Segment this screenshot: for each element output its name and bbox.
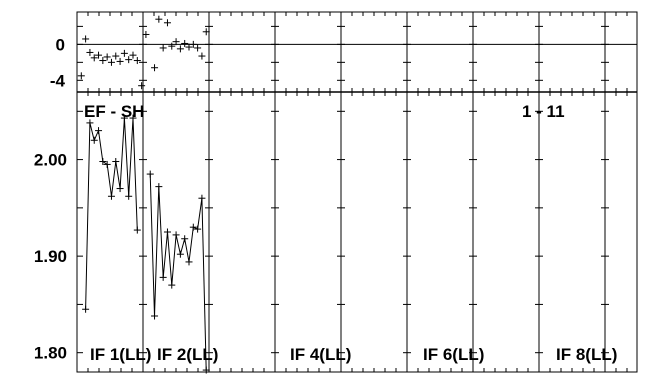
range-label: 1 - 11 — [522, 102, 565, 121]
data-point — [172, 231, 180, 239]
residual-point — [82, 35, 90, 43]
panel-label: IF 2(LL) — [157, 345, 218, 364]
data-points — [77, 15, 210, 374]
residual-point — [99, 57, 107, 65]
residual-point — [189, 40, 197, 48]
y-tick-label: -4 — [50, 71, 66, 90]
data-point — [198, 194, 206, 202]
data-point — [163, 228, 171, 236]
panel-label: IF 6(LL) — [423, 345, 484, 364]
residual-point — [112, 52, 120, 60]
residual-point — [138, 82, 146, 90]
series-line — [149, 174, 207, 371]
y-tick-label: 1.80 — [34, 344, 67, 363]
data-point — [181, 235, 189, 243]
panel-label: IF 1(LL) — [90, 345, 151, 364]
residual-point — [202, 28, 210, 36]
residual-point — [159, 44, 167, 52]
data-point — [194, 225, 202, 233]
residual-point — [133, 57, 141, 65]
data-point — [120, 114, 128, 122]
residual-point — [125, 56, 133, 64]
residual-point — [142, 30, 150, 38]
data-point — [82, 305, 90, 313]
data-point — [185, 258, 193, 266]
data-point — [125, 192, 133, 200]
data-point — [155, 183, 163, 191]
residual-point — [176, 45, 184, 53]
series-line — [85, 118, 138, 310]
residual-point — [155, 15, 163, 23]
y-tick-label: 1.90 — [34, 247, 67, 266]
data-point — [189, 223, 197, 231]
residual-point — [107, 58, 115, 66]
data-point — [133, 226, 141, 234]
data-point — [99, 158, 107, 166]
data-point — [146, 170, 154, 178]
residual-point — [198, 52, 206, 60]
residual-point — [129, 51, 137, 59]
residual-point — [185, 43, 193, 51]
residual-point — [151, 64, 159, 72]
data-point — [86, 119, 94, 127]
data-point — [103, 160, 111, 168]
residual-point — [163, 19, 171, 27]
data-point — [176, 250, 184, 258]
data-point — [107, 192, 115, 200]
residual-point — [120, 49, 128, 57]
data-point — [90, 136, 98, 144]
panel-label: IF 8(LL) — [556, 345, 617, 364]
data-point — [151, 312, 159, 320]
residual-point — [95, 51, 103, 59]
residual-point — [116, 57, 124, 65]
residual-point — [90, 54, 98, 62]
residual-frame — [76, 11, 638, 93]
data-point — [95, 127, 103, 135]
residual-point — [194, 44, 202, 52]
data-series — [85, 118, 207, 371]
chart-labels: EF - SH 1 - 11 0 -4 2.00 1.90 1.80 IF 1(LL) IF… — [34, 35, 617, 364]
data-point — [202, 366, 210, 374]
residual-point — [103, 53, 111, 61]
axis-ticks — [77, 12, 628, 372]
data-point — [116, 185, 124, 193]
plot-frames — [76, 11, 638, 373]
data-point — [168, 281, 176, 289]
data-point — [112, 158, 120, 166]
residual-point — [168, 42, 176, 50]
residual-point — [172, 38, 180, 46]
residual-point — [86, 48, 94, 56]
data-point — [129, 114, 137, 122]
y-tick-label: 0 — [56, 35, 65, 54]
chart-title: EF - SH — [84, 102, 144, 121]
panel-label: IF 4(LL) — [290, 345, 351, 364]
panel-dividers — [142, 12, 606, 372]
data-point — [159, 273, 167, 281]
residual-point — [181, 39, 189, 47]
residual-point — [77, 72, 85, 80]
y-tick-label: 2.00 — [34, 151, 67, 170]
